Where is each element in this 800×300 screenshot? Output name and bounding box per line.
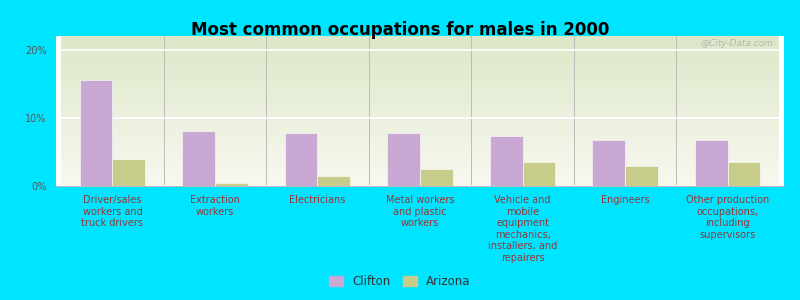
Bar (694, 140, 728, 186)
Bar (112, 159, 146, 186)
Legend: Clifton, Arizona: Clifton, Arizona (329, 275, 471, 288)
Bar (625, 166, 658, 186)
Text: Most common occupations for males in 2000: Most common occupations for males in 200… (191, 21, 609, 39)
Bar (318, 176, 350, 186)
Bar (592, 140, 625, 186)
Text: @City-Data.com: @City-Data.com (700, 39, 773, 48)
Bar (490, 136, 522, 186)
Bar (182, 131, 215, 186)
Bar (522, 162, 555, 186)
Bar (215, 183, 248, 186)
Bar (728, 162, 761, 186)
Bar (387, 133, 420, 186)
Bar (420, 169, 453, 186)
Bar (79, 80, 112, 186)
Bar (285, 133, 318, 186)
